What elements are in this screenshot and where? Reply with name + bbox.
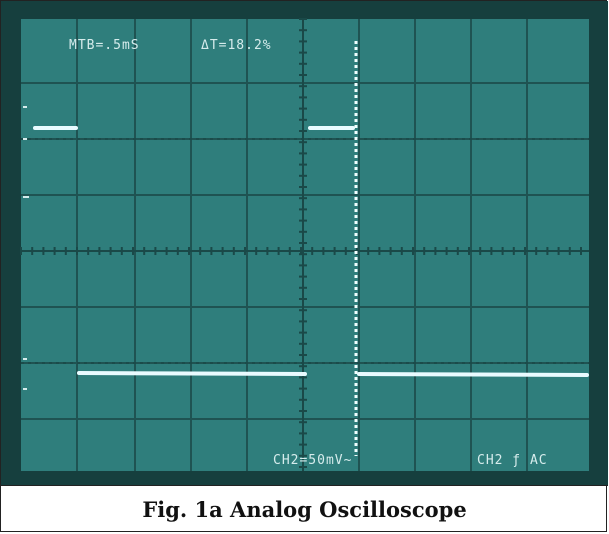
timebase-readout: MTB=.5mS	[69, 38, 140, 53]
edge-markers	[23, 106, 29, 390]
center-axes	[21, 19, 589, 471]
oscilloscope-photo: MTB=.5mS ΔT=18.2% CH2=50mV~ CH2 ƒ AC	[1, 1, 608, 486]
oscilloscope-screen: MTB=.5mS ΔT=18.2% CH2=50mV~ CH2 ƒ AC	[1, 1, 608, 485]
ch2-volts-readout: CH2=50mV~	[273, 453, 352, 468]
ch2-trigger-readout: CH2 ƒ AC	[477, 453, 548, 468]
waveform-trace	[33, 126, 589, 377]
axis-minor-ticks	[20, 18, 582, 468]
figure-caption: Fig. 1a Analog Oscilloscope	[142, 496, 467, 522]
delta-t-readout: ΔT=18.2%	[201, 38, 272, 53]
